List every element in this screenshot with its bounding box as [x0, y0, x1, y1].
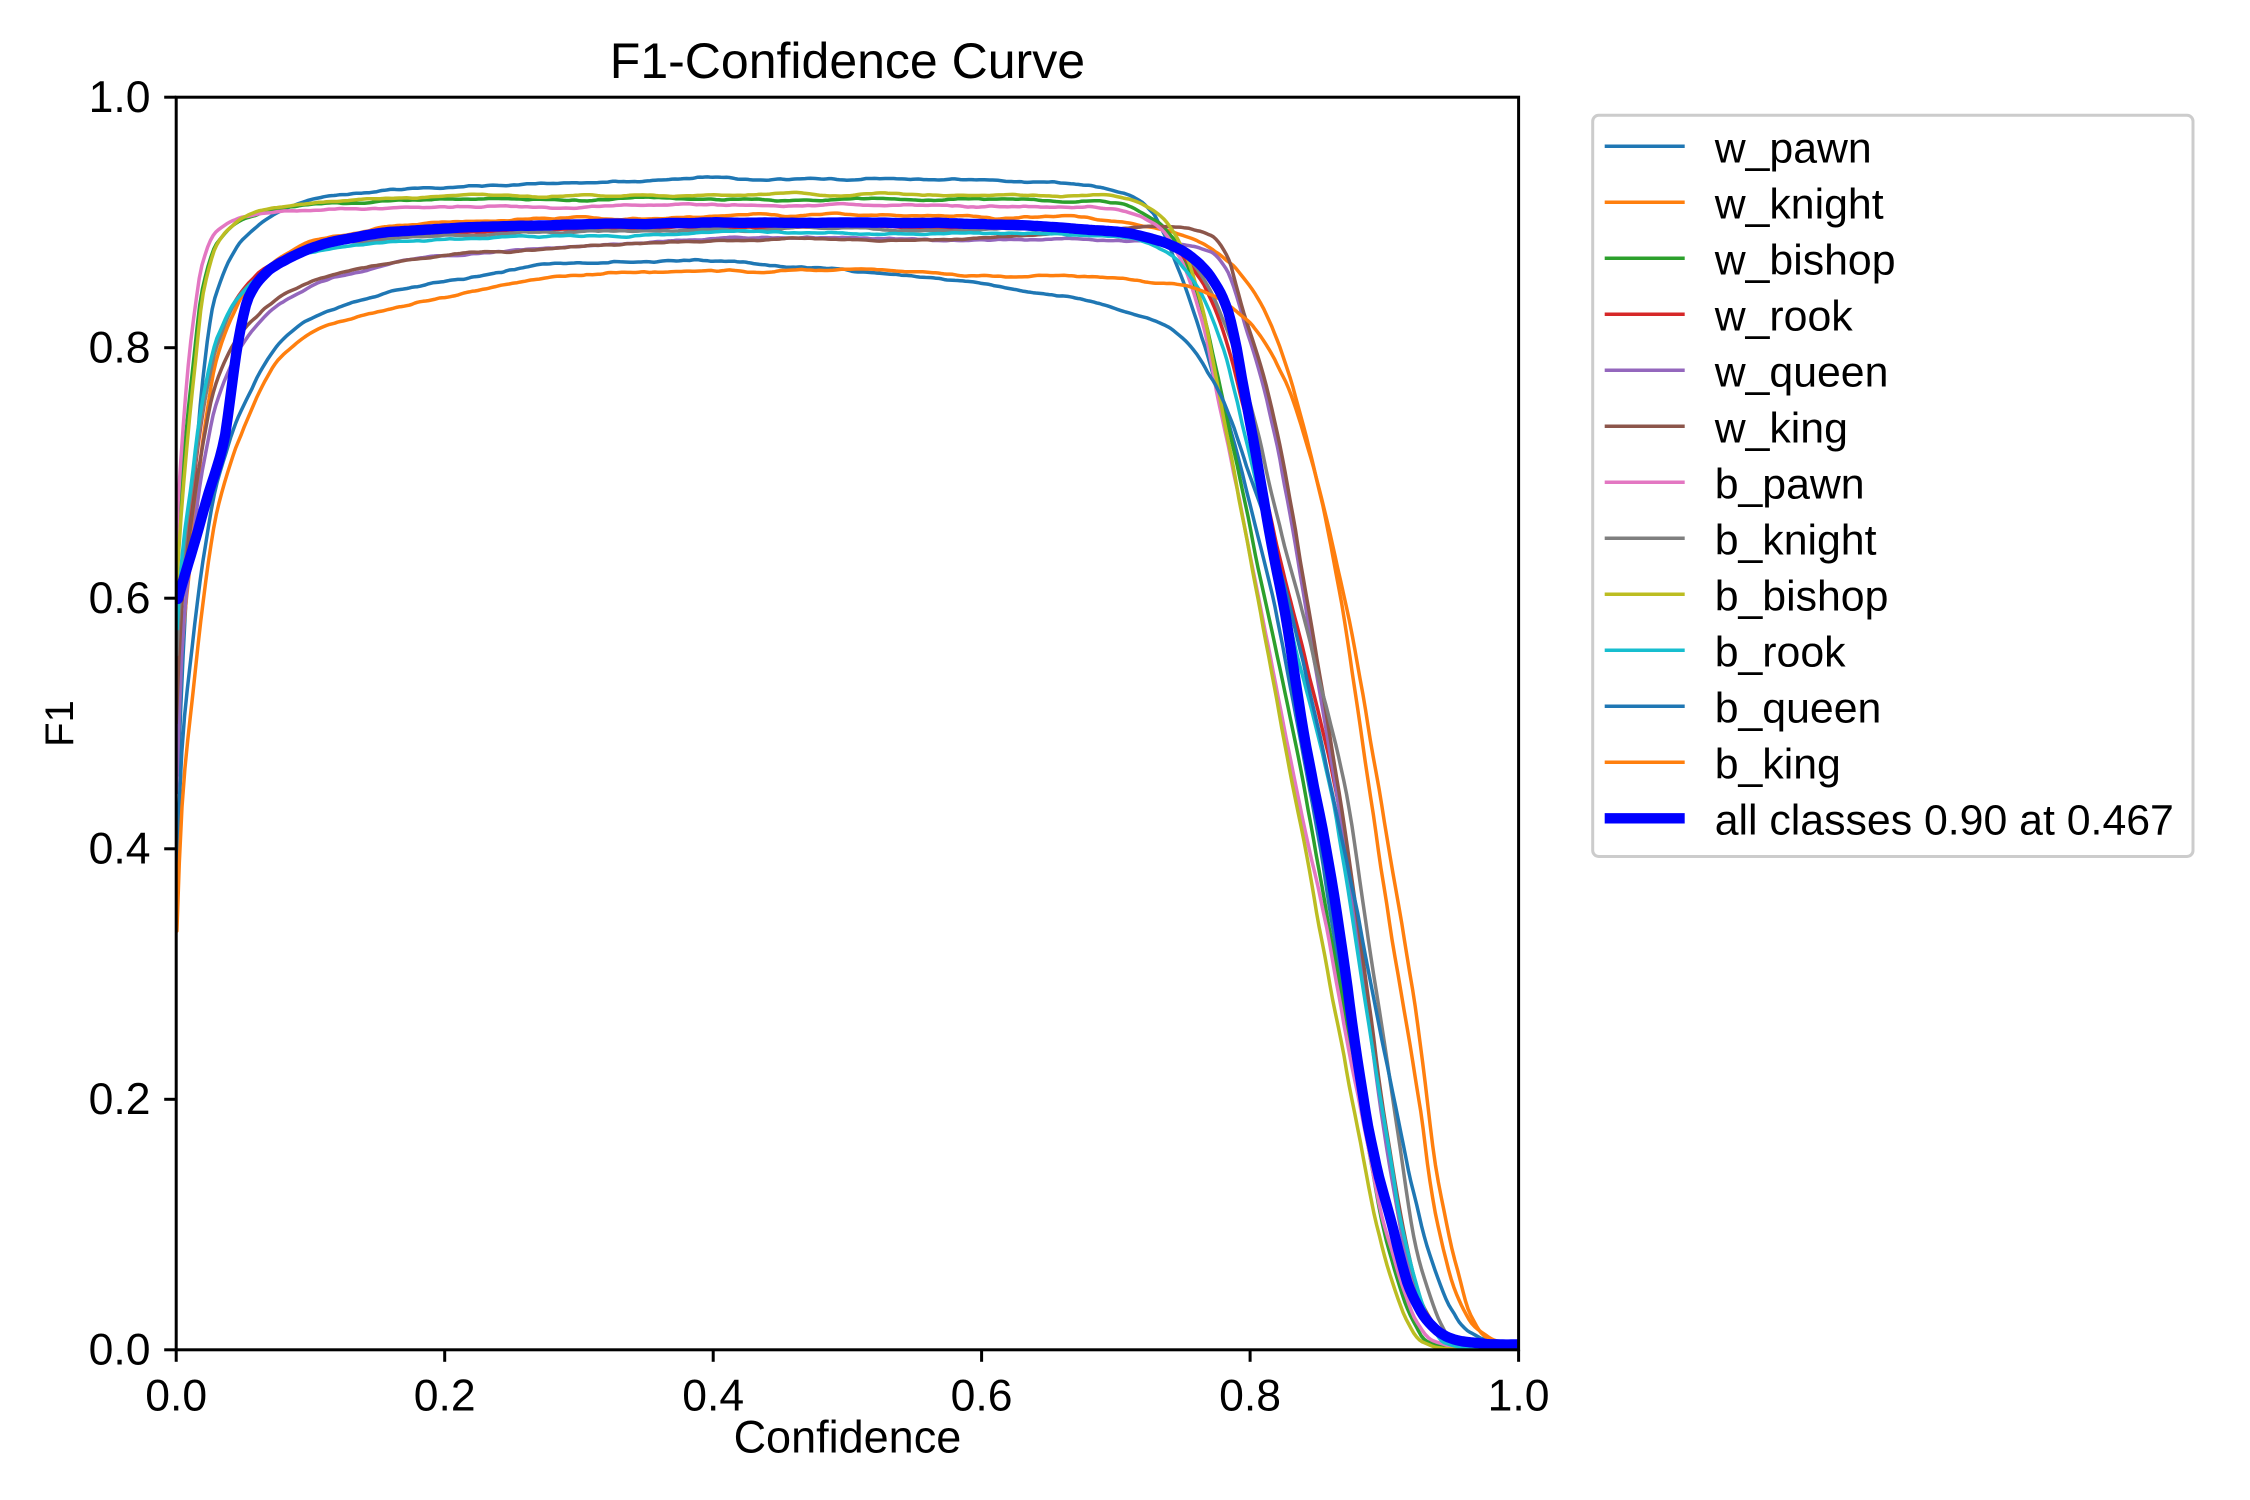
svg-text:w_knight: w_knight: [1714, 181, 1884, 229]
svg-text:w_queen: w_queen: [1714, 349, 1889, 397]
svg-text:w_king: w_king: [1714, 405, 1848, 453]
svg-text:F1-Confidence Curve: F1-Confidence Curve: [610, 33, 1085, 89]
svg-text:0.4: 0.4: [682, 1372, 744, 1421]
svg-text:0.0: 0.0: [145, 1372, 207, 1421]
svg-text:0.2: 0.2: [89, 1075, 151, 1124]
svg-text:b_knight: b_knight: [1715, 517, 1877, 565]
svg-text:0.8: 0.8: [89, 323, 151, 372]
svg-text:all classes 0.90 at 0.467: all classes 0.90 at 0.467: [1715, 797, 2174, 845]
svg-text:0.2: 0.2: [414, 1372, 476, 1421]
svg-text:0.8: 0.8: [1219, 1372, 1281, 1421]
svg-text:b_pawn: b_pawn: [1715, 461, 1865, 509]
svg-text:1.0: 1.0: [89, 73, 151, 122]
svg-text:F1: F1: [38, 700, 82, 747]
svg-text:b_rook: b_rook: [1715, 629, 1846, 677]
svg-text:w_bishop: w_bishop: [1714, 237, 1896, 285]
svg-text:w_rook: w_rook: [1714, 293, 1854, 341]
svg-text:0.6: 0.6: [951, 1372, 1013, 1421]
svg-text:0.4: 0.4: [89, 824, 151, 873]
svg-text:1.0: 1.0: [1488, 1372, 1550, 1421]
svg-text:0.0: 0.0: [89, 1325, 151, 1374]
svg-text:w_pawn: w_pawn: [1714, 125, 1872, 173]
svg-text:b_queen: b_queen: [1715, 685, 1882, 733]
svg-text:Confidence: Confidence: [734, 1411, 962, 1462]
svg-text:0.6: 0.6: [89, 574, 151, 623]
svg-text:b_bishop: b_bishop: [1715, 573, 1889, 621]
svg-text:b_king: b_king: [1715, 741, 1841, 789]
